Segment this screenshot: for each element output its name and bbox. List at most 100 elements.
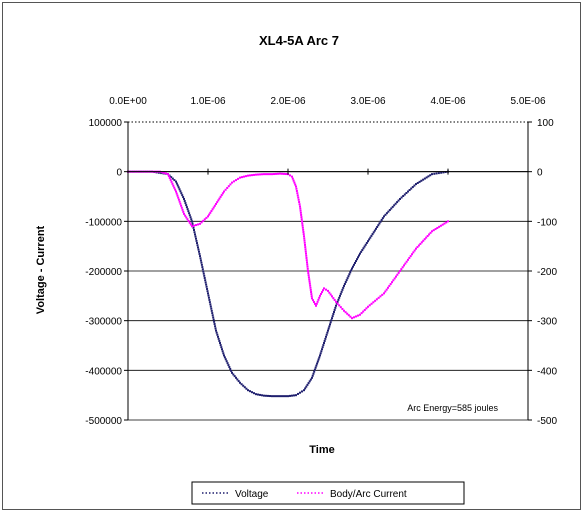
data-point [347,314,350,317]
data-point [331,317,333,320]
data-point [358,254,360,257]
data-point [203,274,206,277]
data-point [310,291,313,294]
data-point [314,302,316,305]
data-point [339,294,341,297]
data-point [303,241,306,244]
data-point [363,308,366,311]
axes: 0.0E+00 1.0E-06 2.0E-06 3.0E-06 4.0E-06 5.0E-… [85,96,557,427]
data-point [416,181,419,184]
data-point [161,171,163,174]
data-point [384,213,387,216]
data-point [400,196,403,199]
data-point [362,247,365,250]
y-right-tick-label: -100 [537,217,557,228]
data-point [303,239,306,242]
data-point [319,352,322,355]
data-point [178,188,181,191]
y-right-tick-label: 0 [537,168,543,179]
data-point [223,190,225,193]
data-point [175,180,177,183]
data-point [231,371,233,374]
data-point [240,383,243,386]
data-point [163,171,165,174]
data-point [189,223,192,226]
data-point [231,181,233,184]
data-point [400,268,403,271]
data-point [181,208,184,211]
data-point [237,177,239,180]
data-point [205,285,208,288]
data-point [186,208,189,211]
data-point [207,296,210,299]
data-point [265,173,267,176]
data-point [313,368,316,371]
data-point [193,224,195,227]
data-point [221,350,224,353]
data-point [402,195,405,197]
data-point [200,221,203,224]
data-point [338,304,341,307]
data-point [305,252,307,255]
data-point [405,260,408,263]
data-point [208,213,211,216]
data-point [297,196,300,199]
data-point [360,250,363,253]
data-point [423,238,426,241]
y-left-tick-label: -300000 [85,317,122,328]
data-point [426,235,429,238]
data-point [331,315,334,318]
data-point [367,240,369,243]
data-point [208,298,211,301]
data-point [309,284,312,287]
data-point [293,181,296,184]
data-point [275,172,277,175]
legend-box [191,481,465,505]
data-point [396,201,399,204]
data-point [291,394,293,397]
data-point [333,308,336,311]
data-point [226,362,229,365]
data-point [185,216,188,219]
data-point [388,284,391,287]
data-point [202,272,205,275]
series-voltage [127,170,449,398]
data-point [177,198,180,201]
data-point [303,237,306,240]
data-point [281,395,283,398]
data-point [220,194,223,197]
data-point [442,171,445,174]
data-point [279,395,281,398]
data-point [445,221,448,224]
data-point [308,380,311,383]
data-point [300,213,303,216]
data-point [198,250,200,253]
data-point [304,387,307,390]
data-point [321,291,323,294]
data-point [431,173,433,176]
data-point [412,251,415,254]
data-point [157,171,160,174]
data-point [388,209,391,212]
data-point [269,395,271,398]
data-point [393,204,396,207]
data-point [416,246,419,249]
data-point [304,246,307,249]
data-point [390,207,393,210]
data-point [176,194,179,197]
x-tick-label: 2.0E-06 [270,96,305,107]
data-point [185,206,188,209]
data-point [208,301,211,304]
y-right-tick-label: -300 [537,317,557,328]
y-left-tick-label: -100000 [85,217,122,228]
data-point [351,267,353,270]
data-point [289,174,291,177]
data-point [216,333,219,336]
data-point [303,235,305,238]
data-point [328,291,331,294]
data-point [181,194,184,197]
data-point [341,307,344,310]
data-point [226,186,229,189]
data-point [320,292,322,295]
data-point [212,318,215,321]
